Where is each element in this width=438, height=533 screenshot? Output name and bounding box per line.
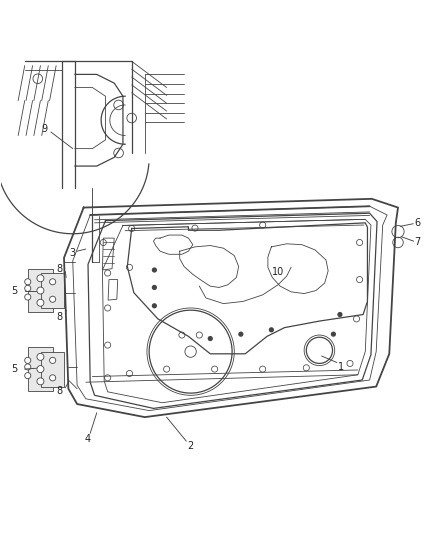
FancyBboxPatch shape [41,352,64,386]
Text: 7: 7 [414,238,421,247]
Circle shape [152,303,157,309]
Circle shape [25,373,31,379]
Circle shape [49,296,56,302]
FancyBboxPatch shape [41,273,64,308]
Text: 6: 6 [415,218,421,228]
Circle shape [37,366,44,373]
Circle shape [25,294,31,300]
Circle shape [37,299,44,306]
Circle shape [37,353,44,360]
Circle shape [337,312,343,317]
Text: 1: 1 [338,362,344,372]
Circle shape [269,327,274,333]
Circle shape [49,357,56,364]
Circle shape [37,275,44,282]
Circle shape [37,287,44,294]
Circle shape [25,364,31,370]
Text: 5: 5 [11,364,18,374]
FancyBboxPatch shape [28,269,53,312]
Text: 8: 8 [57,386,63,396]
Text: 5: 5 [11,286,18,295]
Text: 3: 3 [70,248,76,259]
Text: 8: 8 [57,312,63,322]
Text: 2: 2 [187,440,194,450]
Circle shape [152,285,157,290]
FancyBboxPatch shape [28,348,53,391]
Circle shape [152,268,157,272]
Circle shape [238,332,244,337]
Circle shape [49,375,56,381]
Text: 9: 9 [41,124,47,134]
Circle shape [37,378,44,385]
Circle shape [49,279,56,285]
Text: 8: 8 [57,264,63,273]
Text: 4: 4 [85,434,91,444]
Circle shape [25,357,31,364]
Text: 10: 10 [272,266,284,277]
Circle shape [25,285,31,292]
Circle shape [25,279,31,285]
Circle shape [331,332,336,337]
Circle shape [208,336,213,341]
